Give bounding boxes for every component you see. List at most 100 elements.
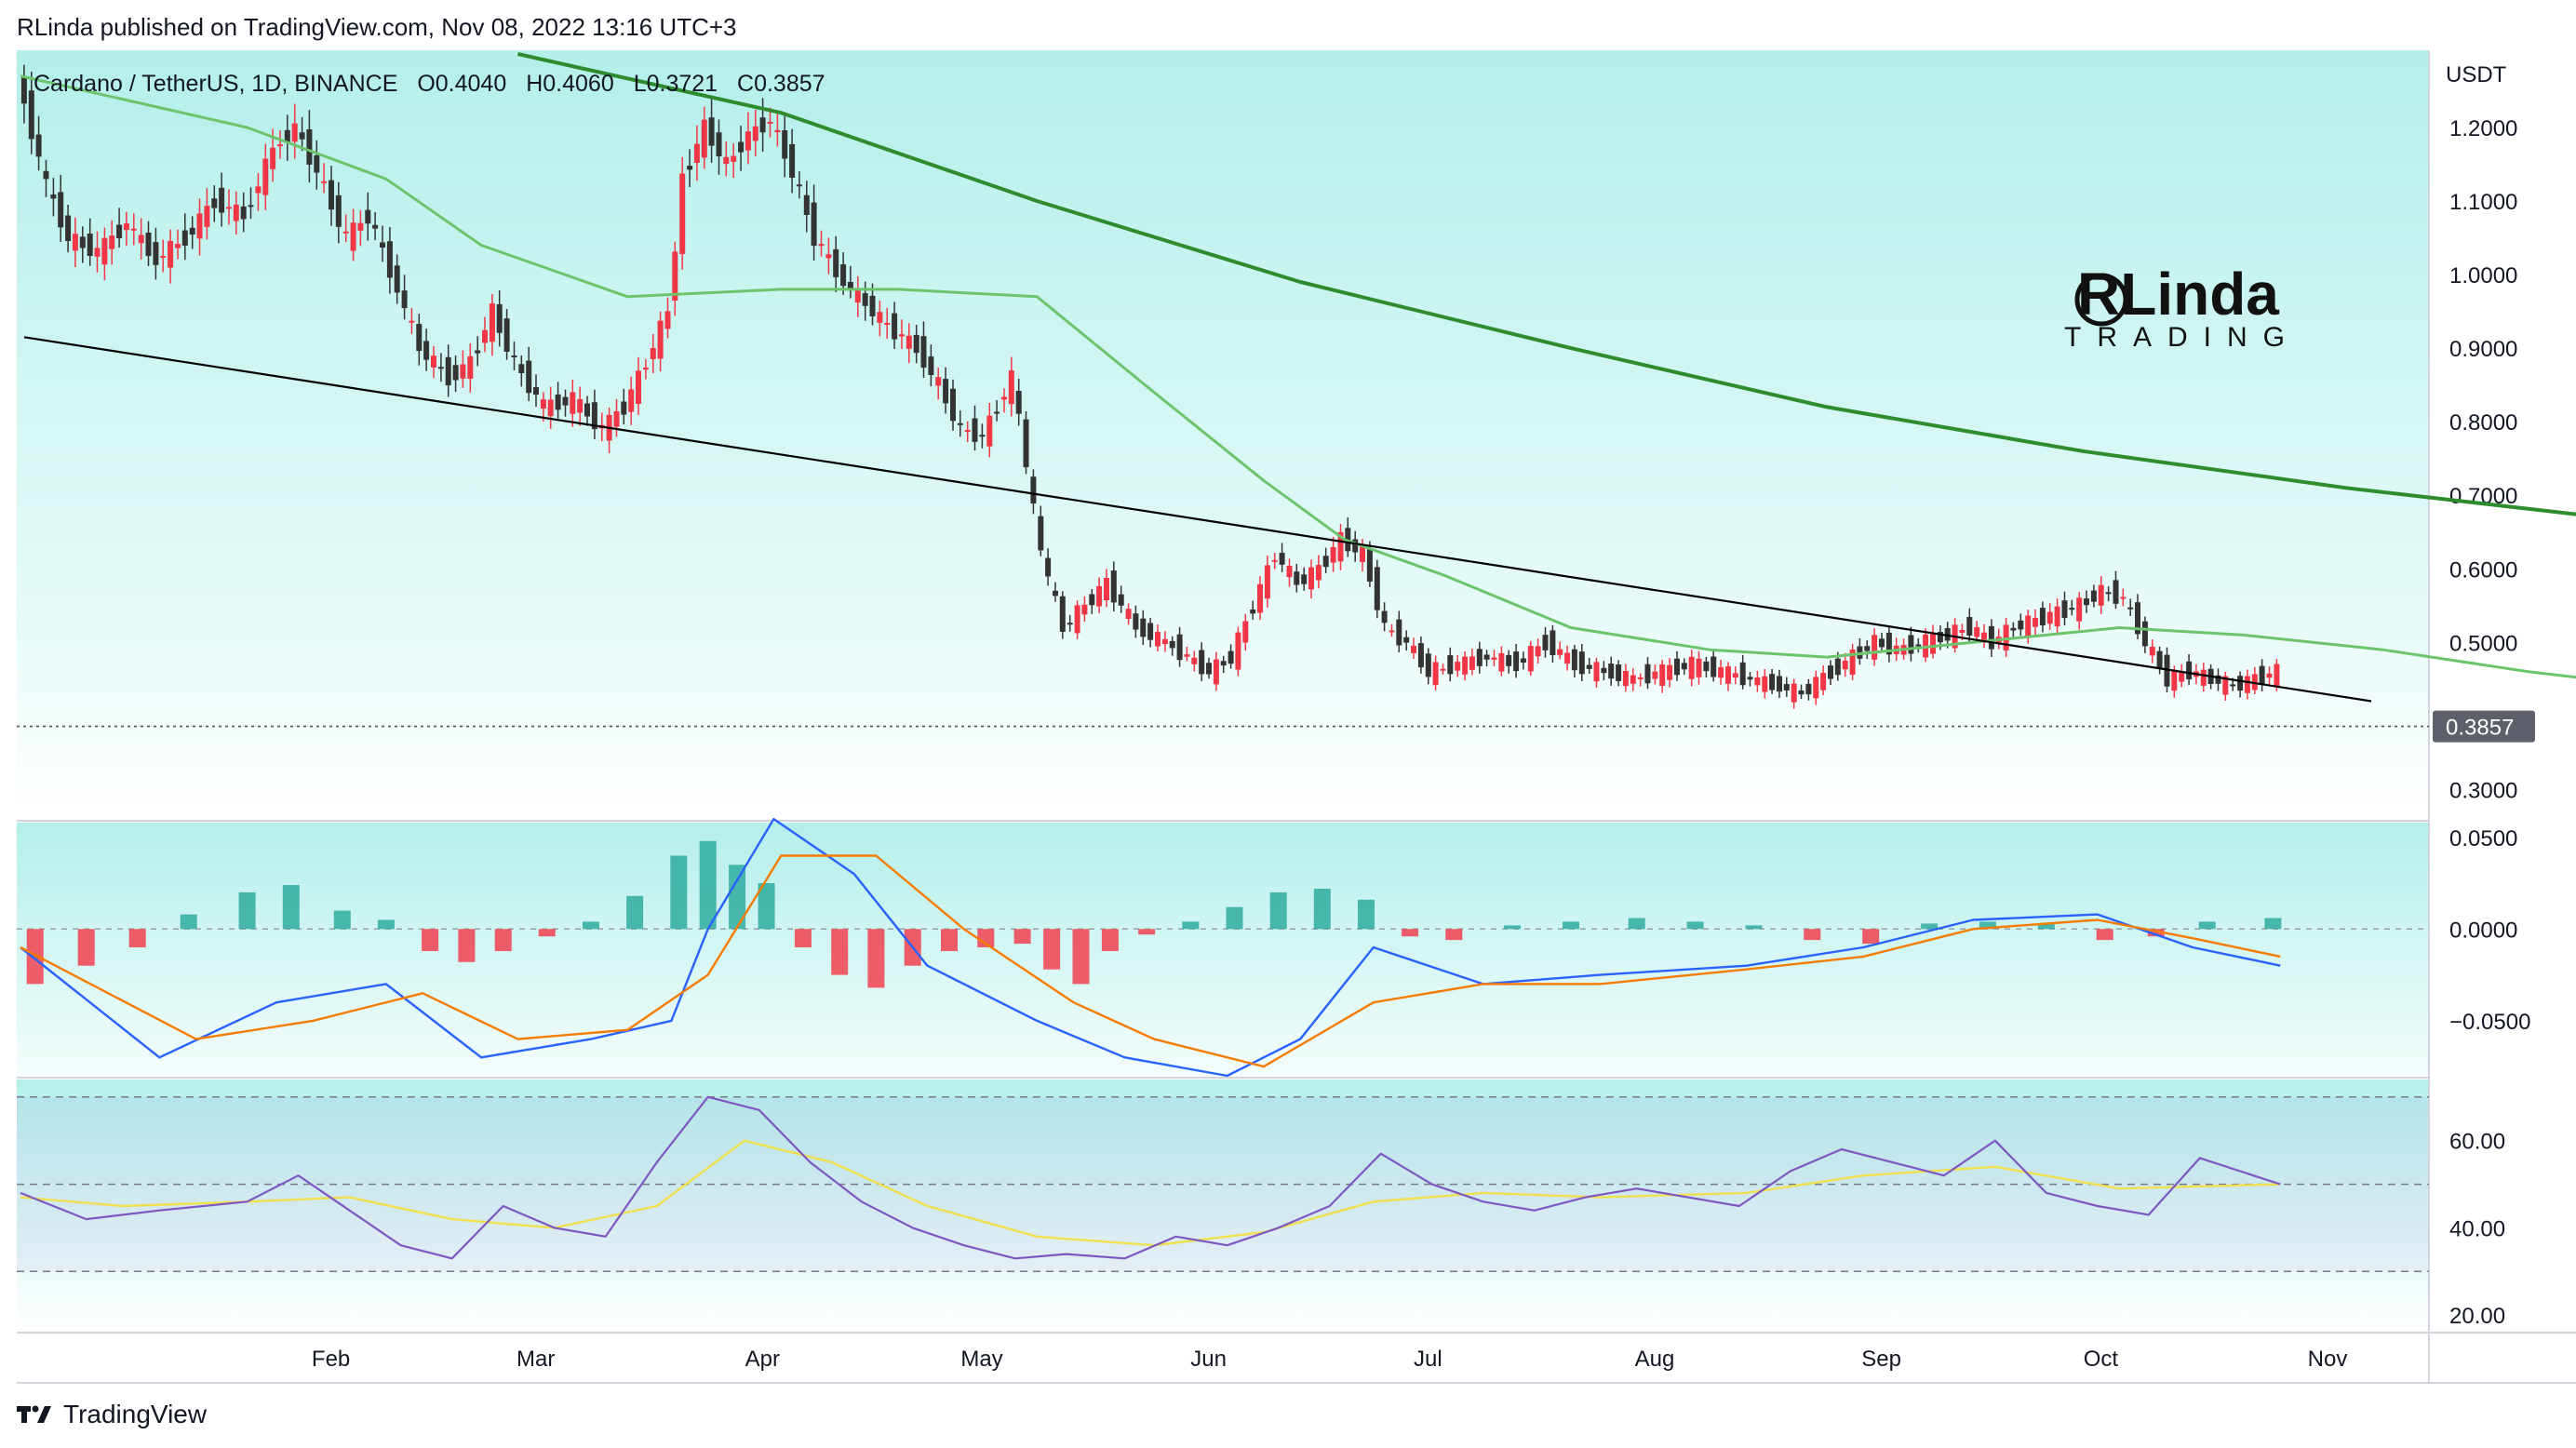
macd-histogram-bar — [333, 910, 351, 930]
rsi-pane-background — [17, 1079, 2429, 1333]
candle-body — [693, 143, 700, 163]
candle-body — [1820, 673, 1827, 690]
macd-histogram-bar — [1043, 929, 1061, 970]
trading-chart[interactable]: 1.20001.10001.00000.90000.80000.70000.60… — [0, 0, 2576, 1396]
candle-body — [1455, 662, 1461, 671]
candle-body — [2054, 606, 2060, 627]
tradingview-brand[interactable]: TradingView — [63, 1400, 208, 1428]
rlinda-watermark: RLinda TRADING — [2064, 261, 2301, 353]
candle-body — [1688, 656, 1695, 679]
macd-tick-label: 0.0000 — [2449, 918, 2517, 943]
time-tick-label: May — [960, 1347, 1002, 1372]
candle-body — [452, 365, 459, 381]
candle-body — [2135, 602, 2140, 635]
candle-body — [1176, 634, 1183, 661]
candle-body — [1286, 566, 1293, 578]
macd-histogram-bar — [1563, 921, 1579, 930]
candle-body — [877, 312, 883, 323]
candle-body — [1915, 644, 1922, 647]
macd-histogram-bar — [26, 929, 44, 985]
candle-body — [160, 256, 167, 258]
time-tick-label: Aug — [1635, 1347, 1675, 1372]
candle-body — [219, 187, 225, 213]
candle-body — [642, 368, 649, 370]
candle-body — [2141, 621, 2148, 647]
rsi-tick-label: 60.00 — [2449, 1130, 2505, 1155]
candle-body — [928, 356, 934, 375]
rsi-lines — [20, 1095, 2281, 1260]
candle-body — [935, 377, 942, 386]
candle-body — [650, 347, 656, 359]
candle-body — [2237, 676, 2244, 691]
candle-body — [577, 398, 584, 413]
macd-histogram-bar — [699, 840, 717, 930]
time-tick-label: Oct — [2084, 1347, 2119, 1372]
main-legend[interactable]: Cardano / TetherUS, 1D, BINANCE O0.4040 … — [34, 71, 825, 97]
price-axis[interactable]: 1.20001.10001.00000.90000.80000.70000.60… — [2449, 116, 2517, 803]
candle-body — [1125, 609, 1132, 619]
candle-body — [1096, 585, 1103, 607]
candle-body — [979, 435, 986, 437]
candle-body — [1667, 664, 1673, 680]
candle-body — [1235, 632, 1241, 670]
macd-histogram-bar — [626, 895, 644, 930]
candle-body — [130, 228, 137, 231]
candle-body — [972, 418, 978, 442]
candle-body — [329, 180, 334, 210]
candle-body — [1250, 610, 1256, 614]
macd-axis[interactable]: 0.0500 0.0000 −0.0500 — [2449, 826, 2530, 1035]
candle-body — [759, 117, 766, 133]
candle-body — [1184, 654, 1190, 657]
time-tick-label: Apr — [745, 1347, 780, 1372]
candle-body — [1520, 658, 1526, 663]
candle-body — [1462, 656, 1469, 675]
candle-body — [1191, 657, 1198, 664]
downtrend-line[interactable] — [23, 336, 2372, 703]
candle-body — [679, 173, 686, 255]
candle-body — [394, 265, 400, 293]
candle-body — [1169, 640, 1175, 649]
candle-body — [314, 154, 320, 173]
candle-body — [518, 364, 525, 373]
candle-body — [847, 282, 853, 289]
candle-body — [1301, 574, 1308, 584]
price-tick-label: 0.6000 — [2449, 557, 2517, 583]
tradingview-logo-icon[interactable] — [17, 1403, 54, 1426]
candle-body — [621, 401, 627, 415]
candle-body — [1104, 578, 1109, 600]
candle-body — [796, 184, 802, 187]
candle-body — [1681, 663, 1687, 670]
candle-body — [291, 123, 298, 142]
rsi-ma-line — [20, 1139, 2281, 1247]
macd-histogram-bar — [1313, 889, 1331, 930]
ohlc-open: O0.4040 — [417, 71, 506, 97]
candle-body — [1506, 654, 1512, 666]
candle-body — [467, 355, 474, 379]
candle-body — [1981, 632, 1987, 641]
candle-body — [957, 422, 963, 425]
candle-body — [2244, 676, 2250, 693]
candle-body — [1798, 690, 1805, 695]
candle-body — [386, 241, 393, 278]
candle-body — [482, 329, 488, 343]
time-axis[interactable]: Feb Mar Apr May Jun Jul Aug Sep Oct Nov — [312, 1347, 2347, 1372]
watermark-subtitle: TRADING — [2064, 322, 2301, 353]
candle-body — [752, 126, 758, 141]
macd-histogram-bar — [2198, 921, 2216, 930]
price-tick-label: 1.1000 — [2449, 190, 2517, 215]
candle-body — [731, 155, 737, 162]
candle-body — [1491, 657, 1497, 660]
candle-body — [1644, 664, 1651, 684]
candle-body — [547, 399, 554, 417]
ohlc-high: H0.4060 — [526, 71, 614, 97]
candle-body — [2251, 674, 2258, 690]
candle-body — [2018, 620, 2024, 630]
candle-body — [1081, 604, 1088, 615]
candle-body — [1155, 632, 1161, 647]
candle-body — [1601, 667, 1607, 674]
time-tick-label: Mar — [517, 1347, 555, 1372]
time-tick-label: Sep — [1861, 1347, 1901, 1372]
candle-body — [2156, 650, 2163, 669]
rsi-axis[interactable]: 60.00 40.00 20.00 — [2449, 1130, 2505, 1330]
macd-histogram-bar — [1862, 929, 1880, 945]
